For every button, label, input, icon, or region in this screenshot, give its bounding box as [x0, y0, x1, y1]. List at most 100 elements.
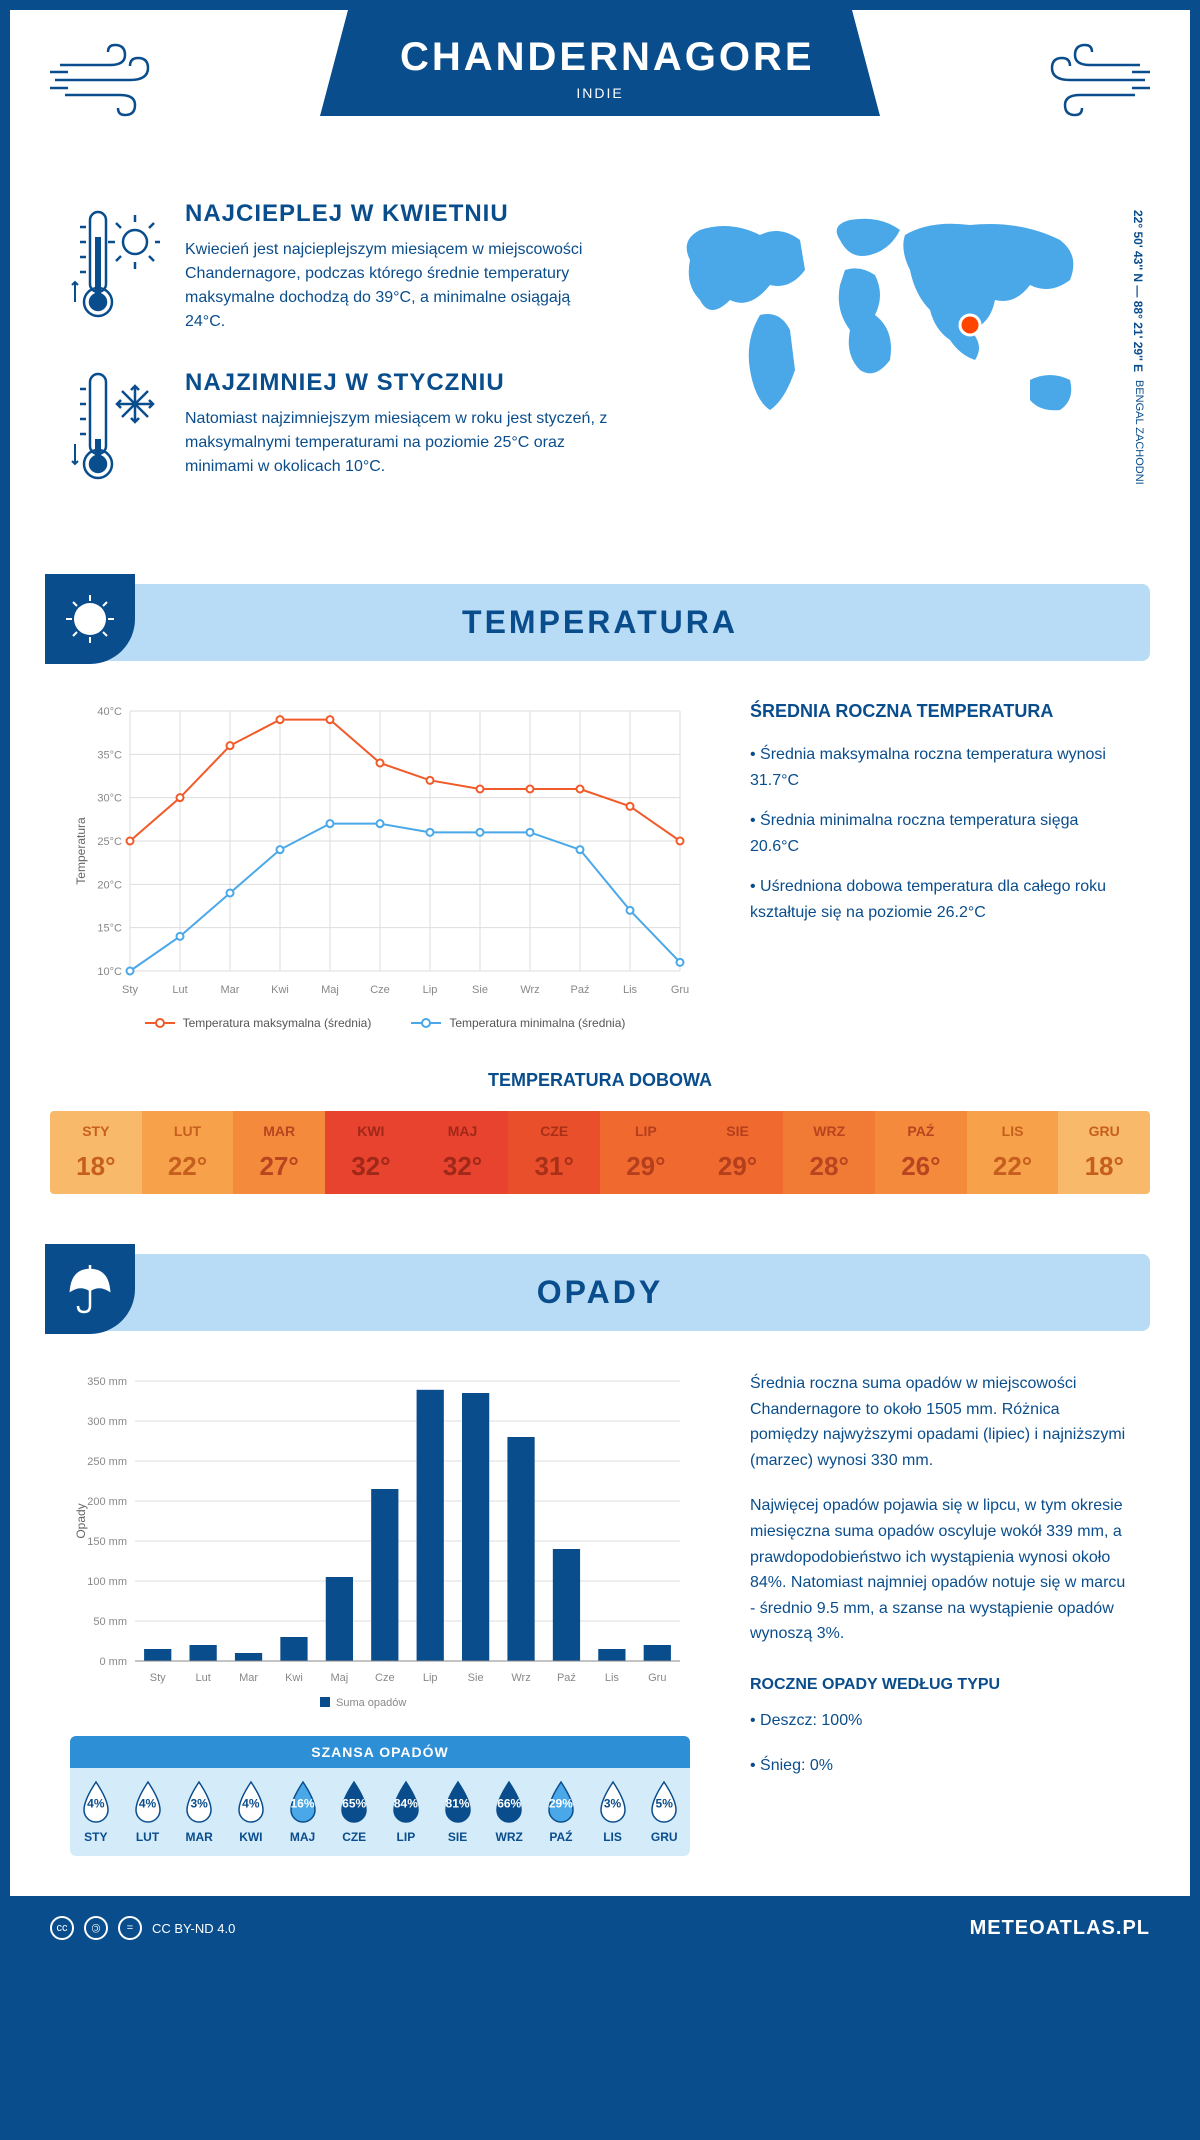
precip-type-bullet: • Śnieg: 0% [750, 1753, 1130, 1779]
svg-text:Lip: Lip [423, 984, 438, 996]
svg-text:Wrz: Wrz [520, 984, 539, 996]
svg-text:Kwi: Kwi [285, 1672, 303, 1684]
svg-text:Suma opadów: Suma opadów [336, 1697, 406, 1709]
thermometer-cold-icon [70, 369, 160, 489]
svg-text:100 mm: 100 mm [87, 1576, 127, 1588]
intro-section: NAJCIEPLEJ W KWIETNIU Kwiecień jest najc… [10, 140, 1190, 564]
svg-text:Gru: Gru [648, 1672, 666, 1684]
chance-cell: 4%LUT [122, 1780, 174, 1844]
hottest-heading: NAJCIEPLEJ W KWIETNIU [185, 200, 610, 228]
svg-text:Maj: Maj [331, 1672, 349, 1684]
svg-text:10°C: 10°C [97, 966, 122, 978]
temperature-section-header: TEMPERATURA [50, 584, 1150, 661]
svg-text:0 mm: 0 mm [100, 1656, 128, 1668]
daily-temp-cell: STY18° [50, 1111, 142, 1194]
temp-bullet: • Uśredniona dobowa temperatura dla całe… [750, 874, 1130, 925]
coldest-block: NAJZIMNIEJ W STYCZNIU Natomiast najzimni… [70, 369, 610, 489]
svg-text:35°C: 35°C [97, 749, 122, 761]
svg-text:50 mm: 50 mm [93, 1616, 127, 1628]
svg-text:Lis: Lis [605, 1672, 620, 1684]
daily-temp-cell: SIE29° [692, 1111, 784, 1194]
temperature-chart: 10°C15°C20°C25°C30°C35°C40°CStyLutMarKwi… [70, 701, 700, 1030]
temp-bullet: • Średnia minimalna roczna temperatura s… [750, 808, 1130, 859]
svg-text:Cze: Cze [375, 1672, 395, 1684]
svg-text:Sty: Sty [122, 984, 138, 996]
temp-bullet: • Średnia maksymalna roczna temperatura … [750, 742, 1130, 793]
chance-cell: 5%GRU [638, 1780, 690, 1844]
svg-text:150 mm: 150 mm [87, 1536, 127, 1548]
chance-cell: 29%PAŹ [535, 1780, 587, 1844]
coordinates: 22° 50' 43'' N — 88° 21' 29'' E [1131, 210, 1145, 372]
svg-text:Wrz: Wrz [511, 1672, 530, 1684]
page-subtitle: INDIE [400, 85, 800, 101]
svg-text:20°C: 20°C [97, 879, 122, 891]
daily-temp-cell: KWI32° [325, 1111, 417, 1194]
chance-cell: 3%LIS [587, 1780, 639, 1844]
daily-temperature: TEMPERATURA DOBOWA STY18°LUT22°MAR27°KWI… [10, 1060, 1190, 1234]
cc-icon: cc [50, 1916, 74, 1940]
precip-type-heading: ROCZNE OPADY WEDŁUG TYPU [750, 1672, 1130, 1698]
svg-text:30°C: 30°C [97, 793, 122, 805]
daily-temp-cell: PAŹ26° [875, 1111, 967, 1194]
chance-cell: 16%MAJ [277, 1780, 329, 1844]
daily-temp-cell: LUT22° [142, 1111, 234, 1194]
world-map-icon [650, 200, 1100, 460]
daily-temp-cell: LIS22° [967, 1111, 1059, 1194]
license-text: CC BY-ND 4.0 [152, 1921, 235, 1936]
nd-icon: = [118, 1916, 142, 1940]
daily-temp-heading: TEMPERATURA DOBOWA [50, 1070, 1150, 1091]
svg-text:200 mm: 200 mm [87, 1496, 127, 1508]
chance-heading: SZANSA OPADÓW [70, 1736, 690, 1768]
legend-item: .legend-line[style*='#f15a29']::after{bo… [145, 1016, 372, 1030]
svg-text:15°C: 15°C [97, 923, 122, 935]
wind-icon-right [1030, 40, 1150, 120]
svg-text:Lis: Lis [623, 984, 638, 996]
sun-icon [63, 592, 118, 647]
daily-temp-cell: WRZ28° [783, 1111, 875, 1194]
daily-temp-cell: GRU18° [1058, 1111, 1150, 1194]
precip-title: OPADY [70, 1274, 1130, 1311]
svg-text:Mar: Mar [239, 1672, 258, 1684]
map-block: 22° 50' 43'' N — 88° 21' 29'' E BENGAL Z… [650, 200, 1130, 524]
svg-text:Paź: Paź [557, 1672, 576, 1684]
coldest-heading: NAJZIMNIEJ W STYCZNIU [185, 369, 610, 397]
temp-info-heading: ŚREDNIA ROCZNA TEMPERATURA [750, 701, 1130, 722]
hottest-block: NAJCIEPLEJ W KWIETNIU Kwiecień jest najc… [70, 200, 610, 334]
precip-chart-wrap: 0 mm 50 mm 100 mm 150 mm 200 mm 250 mm 300 mm 3… [70, 1371, 700, 1866]
svg-text:250 mm: 250 mm [87, 1456, 127, 1468]
svg-text:Cze: Cze [370, 984, 390, 996]
daily-temp-cell: MAR27° [233, 1111, 325, 1194]
precip-chance-table: SZANSA OPADÓW 4%STY4%LUT3%MAR4%KWI16%MAJ… [70, 1736, 690, 1856]
svg-text:Sie: Sie [468, 1672, 484, 1684]
precip-section-header: OPADY [50, 1254, 1150, 1331]
svg-text:350 mm: 350 mm [87, 1376, 127, 1388]
svg-text:Opady: Opady [74, 1503, 88, 1538]
umbrella-icon [63, 1262, 118, 1317]
svg-text:Sie: Sie [472, 984, 488, 996]
svg-text:Sty: Sty [150, 1672, 166, 1684]
page-title: CHANDERNAGORE [400, 35, 800, 80]
footer: cc 🄯 = CC BY-ND 4.0 METEOATLAS.PL [10, 1896, 1190, 1960]
svg-text:Lut: Lut [172, 984, 187, 996]
chance-cell: 4%KWI [225, 1780, 277, 1844]
chance-cell: 66%WRZ [483, 1780, 535, 1844]
by-icon: 🄯 [84, 1916, 108, 1940]
svg-text:Lip: Lip [423, 1672, 438, 1684]
temperature-title: TEMPERATURA [70, 604, 1130, 641]
svg-text:Mar: Mar [221, 984, 240, 996]
hottest-text: Kwiecień jest najcieplejszym miesiącem w… [185, 238, 610, 334]
chance-cell: 4%STY [70, 1780, 122, 1844]
precip-paragraph: Średnia roczna suma opadów w miejscowośc… [750, 1371, 1130, 1473]
coldest-text: Natomiast najzimniejszym miesiącem w rok… [185, 407, 610, 479]
svg-text:25°C: 25°C [97, 836, 122, 848]
chance-cell: 81%SIE [432, 1780, 484, 1844]
svg-text:Lut: Lut [195, 1672, 210, 1684]
svg-text:300 mm: 300 mm [87, 1416, 127, 1428]
site-name: METEOATLAS.PL [970, 1917, 1150, 1940]
precip-type-bullet: • Deszcz: 100% [750, 1708, 1130, 1734]
temperature-info: ŚREDNIA ROCZNA TEMPERATURA • Średnia mak… [750, 701, 1130, 1030]
daily-temp-cell: CZE31° [508, 1111, 600, 1194]
svg-text:Maj: Maj [321, 984, 339, 996]
svg-text:40°C: 40°C [97, 706, 122, 718]
chance-cell: 3%MAR [173, 1780, 225, 1844]
